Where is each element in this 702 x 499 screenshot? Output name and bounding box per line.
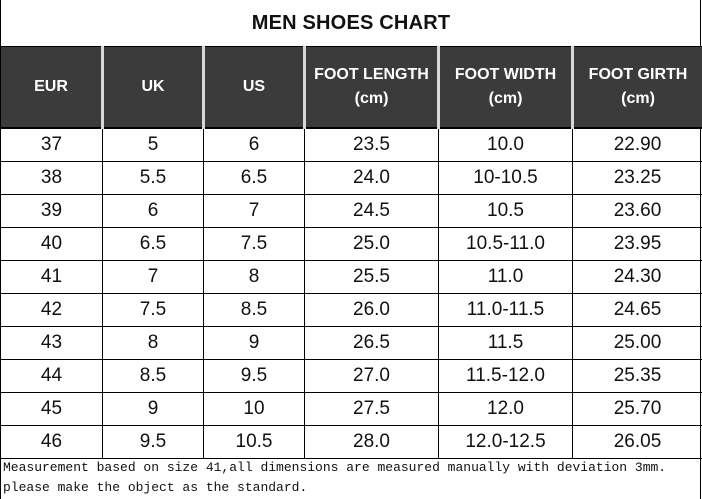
cell-uk: 7.5: [102, 293, 204, 327]
cell-foot-girth: 23.25: [572, 161, 702, 195]
table-row: 42 7.5 8.5 26.0 11.0-11.5 24.65: [0, 293, 702, 327]
cell-foot-length: 24.0: [304, 161, 439, 195]
table-row: 44 8.5 9.5 27.0 11.5-12.0 25.35: [0, 359, 702, 393]
cell-eur: 44: [0, 359, 103, 393]
cell-uk: 9: [102, 392, 204, 426]
header-foot-length: FOOT LENGTH (cm): [303, 46, 440, 129]
cell-foot-length: 25.0: [304, 227, 439, 261]
cell-foot-width: 12.0-12.5: [438, 425, 573, 459]
cell-uk: 5: [102, 127, 204, 162]
cell-foot-width: 11.0: [438, 260, 573, 294]
header-label: FOOT LENGTH: [314, 66, 429, 83]
cell-foot-width: 10-10.5: [438, 161, 573, 195]
cell-foot-girth: 24.65: [572, 293, 702, 327]
cell-foot-width: 11.5: [438, 326, 573, 360]
cell-uk: 6: [102, 194, 204, 228]
cell-foot-girth: 25.35: [572, 359, 702, 393]
cell-foot-width: 10.5-11.0: [438, 227, 573, 261]
cell-us: 8.5: [203, 293, 305, 327]
table-body: 37 5 6 23.5 10.0 22.90 38 5.5 6.5 24.0 1…: [0, 127, 702, 459]
cell-us: 6.5: [203, 161, 305, 195]
cell-us: 9.5: [203, 359, 305, 393]
cell-foot-length: 25.5: [304, 260, 439, 294]
cell-us: 10.5: [203, 425, 305, 459]
header-eur: EUR: [0, 46, 104, 129]
table-row: 37 5 6 23.5 10.0 22.90: [0, 127, 702, 162]
cell-foot-width: 12.0: [438, 392, 573, 426]
cell-eur: 40: [0, 227, 103, 261]
header-us: US: [202, 46, 306, 129]
cell-foot-length: 24.5: [304, 194, 439, 228]
table-row: 38 5.5 6.5 24.0 10-10.5 23.25: [0, 161, 702, 195]
header-label: UK: [141, 78, 165, 95]
cell-foot-width: 10.0: [438, 127, 573, 162]
cell-us: 10: [203, 392, 305, 426]
header-row: EUR UK US FOOT LENGTH (cm) FOOT WIDTH (cm)…: [0, 46, 702, 129]
header-label: FOOT GIRTH: [588, 66, 688, 83]
table-row: 46 9.5 10.5 28.0 12.0-12.5 26.05: [0, 425, 702, 459]
table-row: 39 6 7 24.5 10.5 23.60: [0, 194, 702, 228]
cell-eur: 45: [0, 392, 103, 426]
header-foot-girth: FOOT GIRTH (cm): [571, 46, 702, 129]
header-uk: UK: [101, 46, 205, 129]
cell-foot-width: 11.0-11.5: [438, 293, 573, 327]
cell-us: 9: [203, 326, 305, 360]
cell-foot-girth: 23.60: [572, 194, 702, 228]
table-row: 43 8 9 26.5 11.5 25.00: [0, 326, 702, 360]
cell-foot-girth: 25.00: [572, 326, 702, 360]
cell-eur: 38: [0, 161, 103, 195]
cell-foot-length: 26.0: [304, 293, 439, 327]
cell-eur: 43: [0, 326, 103, 360]
cell-us: 8: [203, 260, 305, 294]
header-unit: (cm): [354, 90, 389, 107]
cell-foot-length: 23.5: [304, 127, 439, 162]
cell-foot-girth: 24.30: [572, 260, 702, 294]
cell-foot-girth: 26.05: [572, 425, 702, 459]
header-label: US: [242, 78, 266, 95]
cell-foot-length: 26.5: [304, 326, 439, 360]
cell-uk: 7: [102, 260, 204, 294]
cell-us: 6: [203, 127, 305, 162]
cell-eur: 37: [0, 127, 103, 162]
header-label: EUR: [34, 78, 68, 95]
cell-uk: 8.5: [102, 359, 204, 393]
header-unit: (cm): [621, 90, 655, 107]
cell-foot-girth: 22.90: [572, 127, 702, 162]
header-unit: (cm): [488, 90, 523, 107]
measurement-note: Measurement based on size 41,all dimensi…: [3, 458, 699, 498]
cell-eur: 41: [0, 260, 103, 294]
cell-eur: 46: [0, 425, 103, 459]
cell-uk: 5.5: [102, 161, 204, 195]
cell-foot-girth: 25.70: [572, 392, 702, 426]
cell-uk: 9.5: [102, 425, 204, 459]
cell-uk: 6.5: [102, 227, 204, 261]
note-line: please make the object as the standard.: [3, 480, 308, 495]
chart-title: MEN SHOES CHART: [251, 11, 451, 34]
table-row: 41 7 8 25.5 11.0 24.30: [0, 260, 702, 294]
header-foot-width: FOOT WIDTH (cm): [437, 46, 574, 129]
cell-foot-length: 28.0: [304, 425, 439, 459]
table-row: 40 6.5 7.5 25.0 10.5-11.0 23.95: [0, 227, 702, 261]
cell-us: 7: [203, 194, 305, 228]
cell-foot-width: 10.5: [438, 194, 573, 228]
header-label: FOOT WIDTH: [454, 66, 557, 83]
cell-us: 7.5: [203, 227, 305, 261]
cell-foot-girth: 23.95: [572, 227, 702, 261]
note-line: Measurement based on size 41,all dimensi…: [3, 460, 667, 475]
size-table: EUR UK US FOOT LENGTH (cm) FOOT WIDTH (cm)…: [0, 46, 702, 459]
cell-uk: 8: [102, 326, 204, 360]
cell-foot-width: 11.5-12.0: [438, 359, 573, 393]
cell-foot-length: 27.0: [304, 359, 439, 393]
table-row: 45 9 10 27.5 12.0 25.70: [0, 392, 702, 426]
cell-eur: 42: [0, 293, 103, 327]
cell-foot-length: 27.5: [304, 392, 439, 426]
cell-eur: 39: [0, 194, 103, 228]
